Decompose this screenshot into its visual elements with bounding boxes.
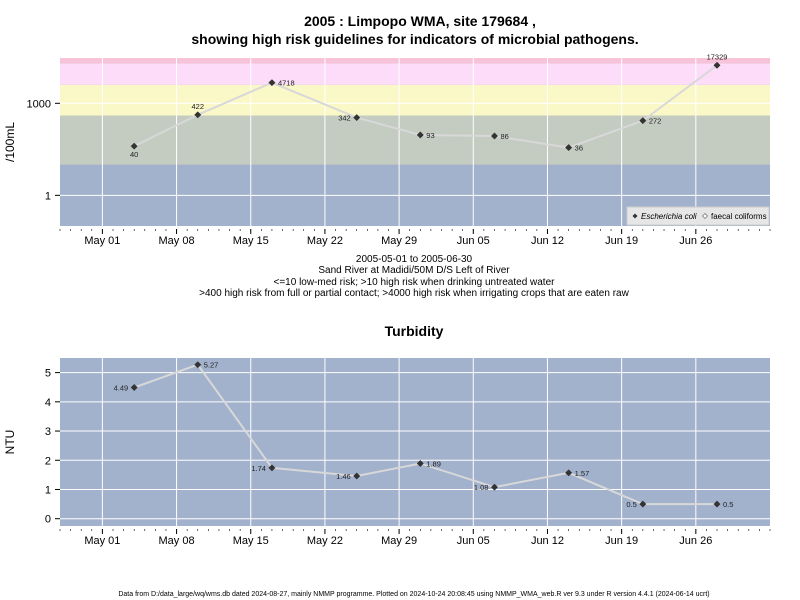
turbidity-chart: 0 1 2 3 4 5 May 01 May 08 May 15 May 22 May 29 Jun … <box>3 358 771 547</box>
chart1-caption-site: Sand River at Madidi/50M D/S Left of Riv… <box>318 265 510 276</box>
data-point <box>713 500 721 508</box>
y-tick-label: 2 <box>45 455 51 467</box>
y-tick-label: 3 <box>45 426 51 438</box>
data-label: 5.27 <box>204 361 219 370</box>
data-label: 1.46 <box>336 472 351 481</box>
x-tick-label: May 01 <box>84 235 120 247</box>
legend-label-ecoli: Escherichia coli <box>641 212 697 221</box>
data-label: 86 <box>500 132 508 141</box>
data-label: 1.74 <box>251 464 266 473</box>
risk-band-2 <box>60 115 770 165</box>
legend-label-faecal: faecal coliforms <box>711 212 767 221</box>
x-tick-label: May 08 <box>159 535 195 547</box>
data-point <box>565 144 573 152</box>
data-label: 36 <box>575 144 583 153</box>
x-tick-label: May 15 <box>233 235 269 247</box>
data-label: 272 <box>649 117 662 126</box>
x-tick-label: Jun 19 <box>605 235 638 247</box>
data-label: 1.08 <box>474 483 489 492</box>
data-label: 4718 <box>278 79 295 88</box>
data-point <box>268 464 276 472</box>
chart1-title-line2: showing high risk guidelines for indicat… <box>191 31 638 47</box>
legend-box <box>626 206 770 226</box>
y-tick-label: 1 <box>45 484 51 496</box>
data-label: 17329 <box>707 52 728 61</box>
x-tick-label: Jun 26 <box>679 235 712 247</box>
y-tick-label: 1 <box>45 190 51 202</box>
risk-band-4 <box>60 63 770 85</box>
ecoli-chart: 1 1000 May 01 May 08 May 15 May 22 May 29 Jun 0… <box>3 52 771 247</box>
x-tick-label: Jun 05 <box>457 535 490 547</box>
data-point <box>639 117 647 125</box>
data-label: 0.5 <box>626 500 636 509</box>
x-tick-label: Jun 12 <box>531 535 564 547</box>
data-point <box>639 500 647 508</box>
x-tick-label: May 15 <box>233 535 269 547</box>
x-tick-label: May 29 <box>381 235 417 247</box>
data-label: 1.89 <box>426 459 441 468</box>
data-label: 93 <box>426 131 434 140</box>
data-point <box>565 469 573 477</box>
y-tick-label: 0 <box>45 514 51 526</box>
x-tick-label: May 01 <box>84 535 120 547</box>
risk-band-5 <box>60 58 770 64</box>
risk-band-3 <box>60 84 770 116</box>
chart1-title-line1: 2005 : Limpopo WMA, site 179684 , <box>304 13 536 29</box>
plot-panel-2 <box>60 358 770 526</box>
x-tick-label: Jun 19 <box>605 535 638 547</box>
data-point <box>194 361 202 369</box>
x-tick-label: Jun 26 <box>679 535 712 547</box>
data-label: 0.5 <box>723 500 733 509</box>
data-point <box>416 459 424 468</box>
x-tick-label: May 22 <box>307 235 343 247</box>
chart2-title: Turbidity <box>385 323 444 339</box>
x-tick-label: May 08 <box>159 235 195 247</box>
x-tick-label: May 29 <box>381 535 417 547</box>
y-axis-label: /100mL <box>3 122 17 162</box>
data-point <box>353 472 361 480</box>
data-point <box>490 483 499 491</box>
chart1-caption-drinking: <=10 low-med risk; >10 high risk when dr… <box>274 277 556 288</box>
data-point <box>713 61 721 69</box>
y-tick-label: 1000 <box>27 98 51 110</box>
data-point <box>268 79 276 87</box>
y-tick-label: 4 <box>45 397 51 409</box>
data-label: 1.57 <box>575 469 590 478</box>
data-point <box>353 114 361 122</box>
data-point <box>490 132 499 140</box>
data-label: 40 <box>130 150 138 159</box>
data-point <box>194 111 202 119</box>
data-label: 4.49 <box>114 384 129 393</box>
legend: Escherichia coli faecal coliforms <box>626 206 770 226</box>
data-point <box>130 383 138 392</box>
y-axis-label: NTU <box>3 430 17 455</box>
data-point <box>416 131 424 139</box>
x-tick-label: Jun 05 <box>457 235 490 247</box>
chart1-caption-contact: >400 high risk from full or partial cont… <box>199 288 629 299</box>
legend-marker-faecal <box>702 213 708 219</box>
x-tick-label: May 22 <box>307 535 343 547</box>
data-label: 342 <box>338 114 351 123</box>
data-point <box>130 142 138 150</box>
footer-note: Data from D:/data_large/wq/wms.db dated … <box>118 591 709 598</box>
data-label: 422 <box>192 102 205 111</box>
x-tick-label: Jun 12 <box>531 235 564 247</box>
legend-marker-ecoli <box>632 213 638 219</box>
y-tick-label: 5 <box>45 368 51 380</box>
chart1-caption-dates: 2005-05-01 to 2005-06-30 <box>356 254 473 265</box>
